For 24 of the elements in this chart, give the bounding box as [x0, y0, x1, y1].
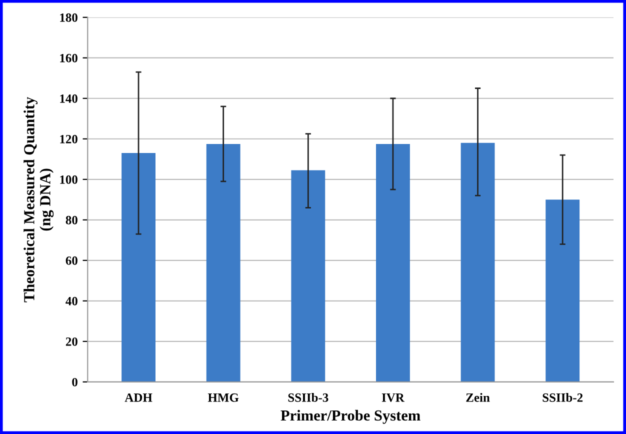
bar: [206, 144, 240, 382]
y-tick-label: 80: [66, 216, 78, 224]
y-tick-label: 0: [72, 378, 78, 386]
bar: [291, 170, 326, 382]
y-tick-label: 120: [60, 134, 78, 144]
bar: [546, 200, 580, 382]
x-tick-label: Zein: [466, 393, 490, 402]
x-axis-title: Primer/Probe System: [280, 410, 420, 424]
y-tick-label: 20: [66, 337, 78, 346]
bar: [122, 153, 156, 382]
x-tick-label: HMG: [208, 393, 239, 402]
y-tick-label: 180: [60, 13, 78, 22]
x-tick-label: IVR: [382, 394, 405, 402]
y-axis-title: Theoretical Measured Quantity (ng DNA): [24, 96, 54, 302]
y-tick-label: 160: [60, 54, 78, 62]
y-tick-label: 140: [60, 94, 78, 103]
bar: [460, 142, 495, 382]
bar: [376, 144, 410, 382]
x-tick-label: SSIIb-2: [542, 393, 583, 402]
y-tick-label: 40: [66, 296, 78, 306]
x-tick-label: ADH: [124, 393, 152, 402]
x-tick-label: SSIIb-3: [288, 393, 328, 402]
y-tick-label: 60: [66, 256, 78, 265]
y-tick-label: 100: [60, 175, 78, 184]
